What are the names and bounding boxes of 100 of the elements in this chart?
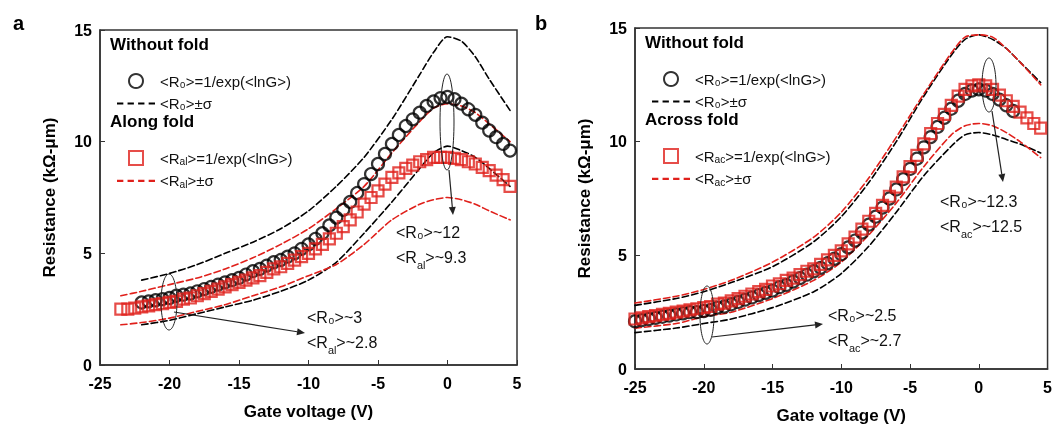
legend-label: <Rac>=1/exp(<lnG>) [695,147,831,165]
point [274,260,288,274]
point [246,271,260,285]
point [827,248,841,262]
point [971,82,986,97]
point [965,79,979,93]
point [427,150,441,164]
point [315,237,329,251]
point [391,127,406,143]
y-tick-label: 0 [83,356,93,374]
point [371,184,385,198]
point [689,305,704,320]
annotation: Along fold [110,112,195,131]
point [1027,116,1041,131]
point [972,78,986,92]
point [406,158,420,172]
legend-label: <Ral>=1/exp(<lnG>) [160,149,293,167]
y-tick-label: 5 [83,244,93,262]
point [765,283,780,298]
x-tick-label: -10 [829,378,853,396]
point [399,161,413,176]
point [951,93,966,108]
point [461,155,475,169]
point [440,150,455,164]
point [412,105,427,120]
point [315,226,330,241]
point [398,118,413,134]
y-tick-label: 15 [609,19,628,37]
x-tick-label: -25 [623,378,647,396]
point [765,279,780,293]
point [855,222,869,236]
point [786,274,801,289]
point [482,123,497,138]
point [992,88,1007,102]
y-tick-label: 10 [74,133,93,151]
point [370,156,386,172]
point [266,255,281,270]
point [363,166,379,182]
point [923,130,938,145]
point [717,296,731,310]
point [253,269,267,283]
point [958,82,972,96]
legend-label: <R₀>=1/exp(<lnG>) [160,72,291,90]
legend-label: <R₀>=1/exp(<lnG>) [695,70,826,88]
point [1006,99,1020,114]
point [183,291,197,305]
point [951,89,965,103]
y-tick-label: 0 [618,360,628,378]
point [985,86,1000,102]
point [329,226,343,240]
point [1034,121,1048,135]
point [384,136,399,151]
legend-label: <Rac>±σ [695,170,753,188]
point [336,202,351,217]
point [267,262,281,276]
point [308,242,323,256]
legend-label: <R₀>±σ [160,95,213,112]
point [937,107,952,121]
point [343,213,357,227]
point [377,146,393,162]
point [502,143,518,158]
point [751,288,766,303]
point [301,246,316,260]
point [793,268,807,282]
point [710,297,725,311]
point [868,209,883,224]
y-tick-label: 15 [74,21,93,39]
point [211,277,226,292]
point [218,280,232,294]
point [114,302,128,316]
point [280,249,295,264]
point [231,270,247,285]
chart-title: b [535,12,548,34]
point [799,267,814,282]
point [273,252,288,268]
y-axis-title: Resistance (kΩ-μm) [40,117,59,278]
point [142,299,156,313]
x-tick-label: -5 [902,378,918,396]
point [992,92,1007,107]
point [482,164,496,178]
x-tick-label: -15 [760,378,785,396]
point [917,137,931,151]
point [197,281,212,297]
point [433,150,448,164]
point [232,275,246,289]
point [475,160,489,174]
point [731,294,746,310]
point [999,94,1013,108]
point [690,302,704,316]
point [343,194,358,210]
x-axis-title: Gate voltage (V) [243,402,374,421]
point [426,94,441,109]
point [176,287,191,302]
point [724,297,739,312]
point [322,218,337,233]
point [176,292,190,306]
point [792,270,808,286]
point [197,286,211,301]
point [697,301,711,315]
x-tick-label: -25 [88,374,112,392]
